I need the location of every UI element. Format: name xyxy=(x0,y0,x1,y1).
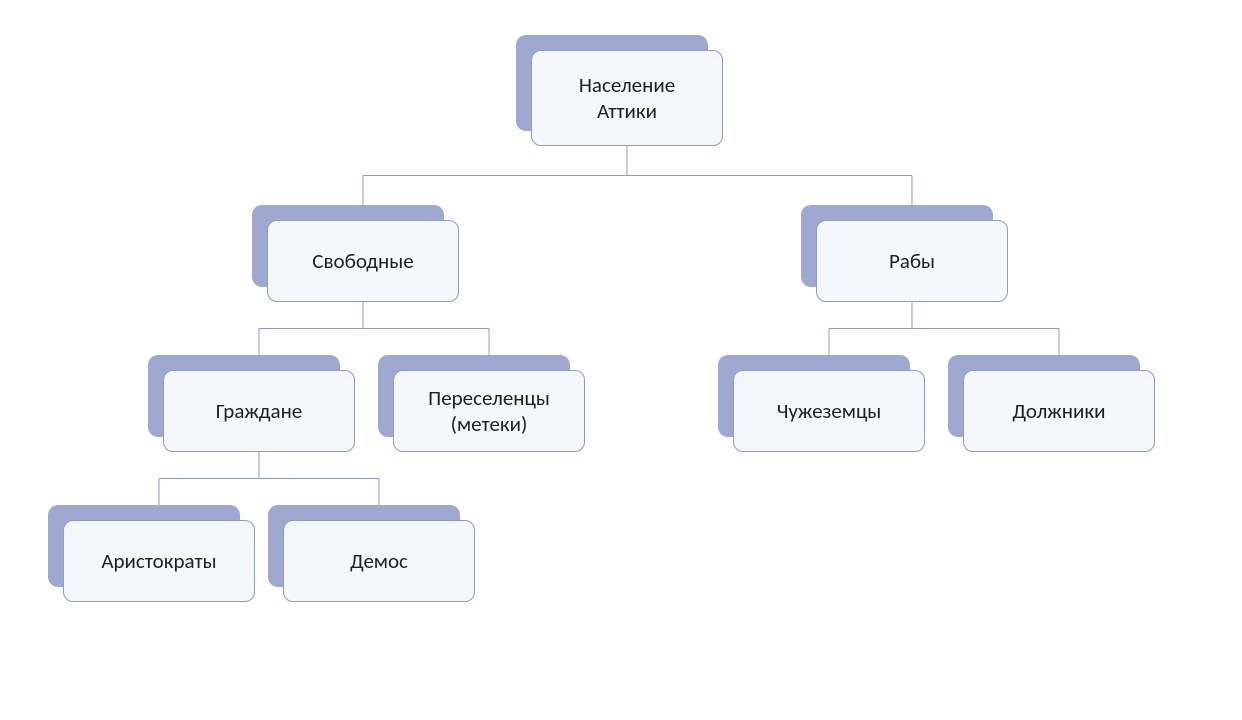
diagram-canvas: НаселениеАттики Свободные Рабы Граждане Пере… xyxy=(0,0,1242,720)
node-label: Должники xyxy=(1013,398,1106,424)
node-demos: Демос xyxy=(268,505,475,602)
node-box: Демос xyxy=(283,520,475,602)
node-box: Аристократы xyxy=(63,520,255,602)
node-label: Рабы xyxy=(889,248,935,274)
node-label: Граждане xyxy=(216,398,303,424)
node-free: Свободные xyxy=(252,205,459,302)
node-box: Чужеземцы xyxy=(733,370,925,452)
node-debtors: Должники xyxy=(948,355,1155,452)
node-label: Чужеземцы xyxy=(777,398,882,424)
node-foreigners: Чужеземцы xyxy=(718,355,925,452)
node-label: Демос xyxy=(350,548,408,574)
node-box: Рабы xyxy=(816,220,1008,302)
node-metics: Переселенцы(метеки) xyxy=(378,355,585,452)
node-root: НаселениеАттики xyxy=(516,35,723,146)
node-slaves: Рабы xyxy=(801,205,1008,302)
node-aristocrats: Аристократы xyxy=(48,505,255,602)
node-box: Свободные xyxy=(267,220,459,302)
node-label: НаселениеАттики xyxy=(579,72,675,125)
node-citizens: Граждане xyxy=(148,355,355,452)
node-label: Свободные xyxy=(312,248,413,274)
node-label: Аристократы xyxy=(101,548,216,574)
node-box: НаселениеАттики xyxy=(531,50,723,146)
node-box: Граждане xyxy=(163,370,355,452)
node-label: Переселенцы(метеки) xyxy=(428,385,550,438)
node-box: Должники xyxy=(963,370,1155,452)
node-box: Переселенцы(метеки) xyxy=(393,370,585,452)
